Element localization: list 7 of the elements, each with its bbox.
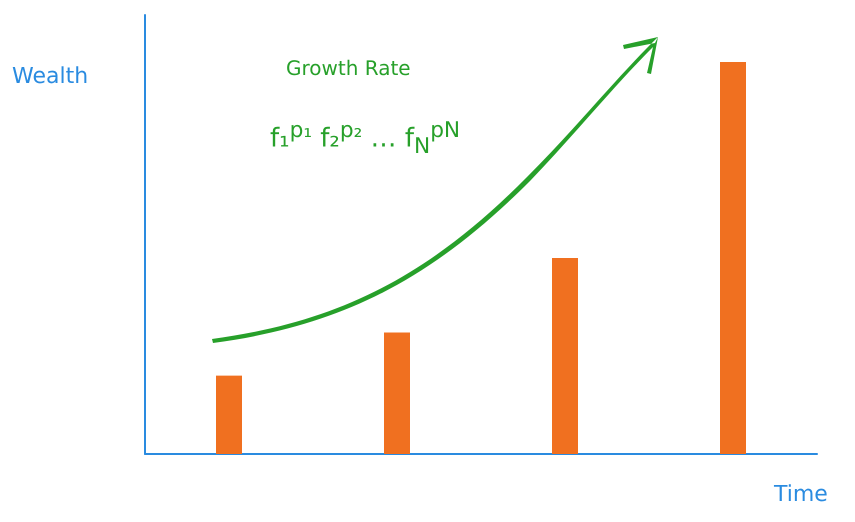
x-axis-title: Time [774, 482, 828, 507]
bar [552, 258, 578, 454]
y-axis-title: Wealth [12, 64, 88, 89]
bar [384, 332, 410, 454]
bar [720, 62, 746, 454]
annotation: Growth Rate [286, 56, 411, 80]
bar [216, 376, 242, 454]
